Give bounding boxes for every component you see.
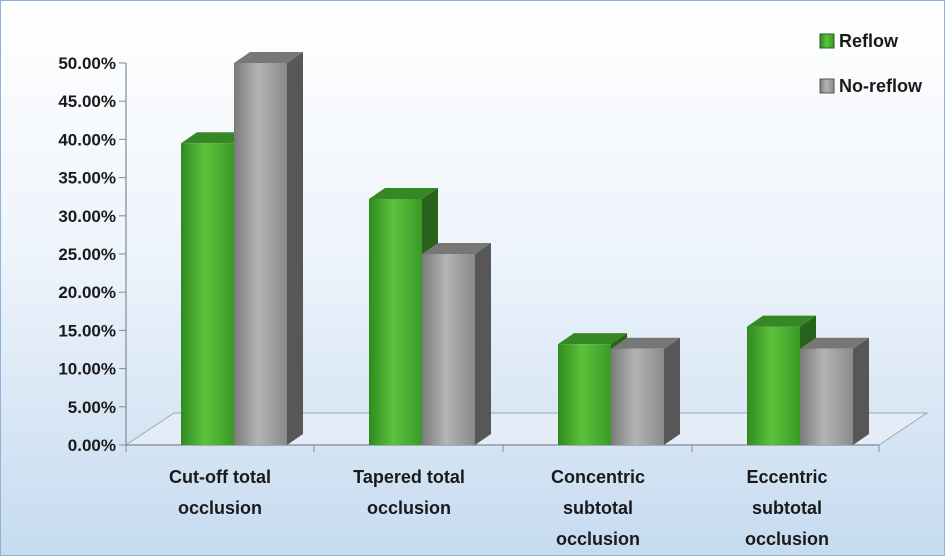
bar-top: [369, 187, 438, 199]
bar-top: [800, 337, 869, 349]
bar-top: [422, 243, 491, 254]
bar-top: [558, 333, 627, 345]
bar-top: [747, 315, 816, 327]
bar-front: [800, 348, 853, 445]
bar-top: [611, 337, 680, 349]
y-tick-label: 40.00%: [58, 130, 116, 149]
bar-no-reflow-1: [234, 52, 303, 445]
bar-side: [664, 337, 680, 445]
y-tick-label: 50.00%: [58, 54, 116, 73]
bar-no-reflow-2: [422, 243, 491, 445]
bar-reflow-2: [369, 187, 438, 445]
x-category-label: Tapered total occlusion: [353, 467, 465, 518]
bar-no-reflow-3: [611, 337, 680, 445]
y-tick-label: 45.00%: [58, 92, 116, 111]
x-category-label: Concentric subtotal occlusion: [551, 467, 645, 549]
x-category-label: Eccentric subtotal occlusion: [745, 467, 829, 549]
bar-front: [181, 143, 234, 445]
x-category-label: Cut-off total occlusion: [169, 467, 271, 518]
legend-label-reflow: Reflow: [839, 31, 899, 51]
y-tick-label: 35.00%: [58, 169, 116, 188]
bar-side: [853, 337, 869, 445]
legend-swatch-no-reflow: [819, 78, 835, 94]
bar-top: [234, 52, 303, 63]
bar-no-reflow-4: [800, 337, 869, 445]
bar-front: [558, 344, 611, 445]
legend-swatch-reflow: [819, 33, 835, 49]
y-tick-label: 20.00%: [58, 283, 116, 302]
legend-label-no-reflow: No-reflow: [839, 76, 923, 96]
y-tick-label: 25.00%: [58, 245, 116, 264]
bar-side: [475, 243, 491, 445]
y-tick-label: 0.00%: [68, 436, 116, 455]
y-tick-label: 5.00%: [68, 398, 116, 417]
bar-front: [369, 198, 422, 445]
y-tick-label: 15.00%: [58, 321, 116, 340]
bar-front: [611, 348, 664, 445]
bar-side: [287, 52, 303, 445]
bar-top: [181, 132, 250, 144]
y-tick-label: 10.00%: [58, 360, 116, 379]
bar-front: [422, 254, 475, 445]
y-tick-label: 30.00%: [58, 207, 116, 226]
bar-front: [747, 326, 800, 445]
bar-front: [234, 63, 287, 445]
